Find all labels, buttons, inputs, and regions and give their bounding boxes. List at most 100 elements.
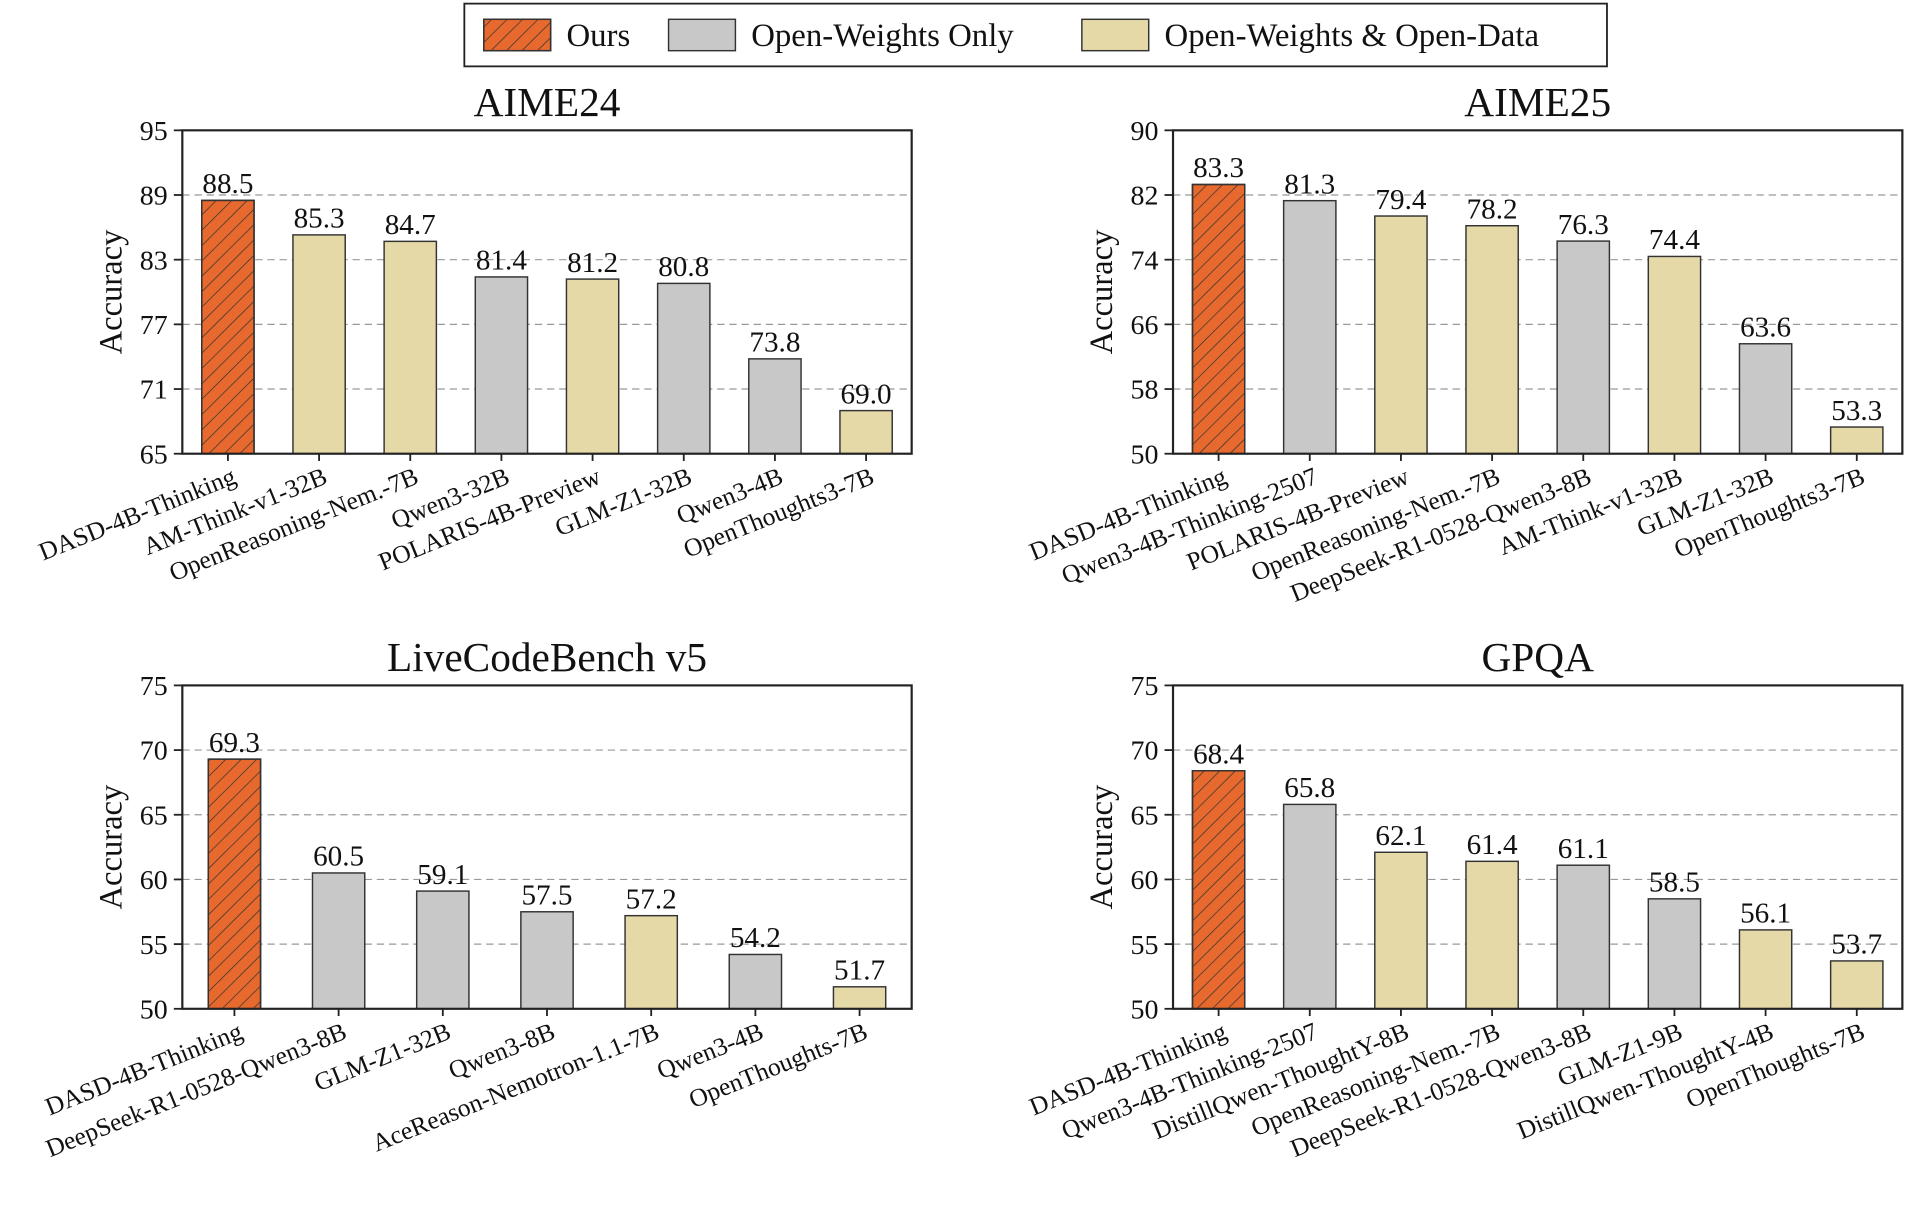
y-tick-label: 75 <box>140 671 168 702</box>
value-label: 83.3 <box>1193 152 1244 184</box>
value-label: 53.7 <box>1831 929 1882 961</box>
value-label: 69.0 <box>841 378 892 410</box>
bar <box>1738 929 1793 1010</box>
legend-box <box>463 2 1608 68</box>
y-tick-label: 66 <box>1130 310 1158 341</box>
legend-item: Open-Weights & Open-Data <box>1081 18 1540 54</box>
y-axis-label: Accuracy <box>1084 229 1120 354</box>
y-tick-label: 70 <box>140 736 168 767</box>
y-tick-label: 50 <box>140 995 168 1026</box>
bar <box>1374 215 1428 455</box>
value-label: 84.7 <box>385 209 436 241</box>
value-label: 81.2 <box>567 247 618 279</box>
y-tick-label: 74 <box>1130 245 1158 276</box>
value-label: 68.4 <box>1193 739 1244 771</box>
bar <box>474 276 529 455</box>
bar <box>1647 898 1702 1010</box>
y-tick-label: 77 <box>140 310 168 341</box>
value-label: 88.5 <box>202 168 253 200</box>
legend-label: Ours <box>566 18 630 54</box>
plot-frame <box>1171 129 1904 455</box>
bar <box>728 953 783 1010</box>
y-tick-label: 71 <box>140 375 168 406</box>
value-label: 85.3 <box>294 203 345 235</box>
bar-hatch <box>1191 183 1246 455</box>
legend-item: Open-Weights Only <box>667 18 1014 54</box>
chart-title: AIME25 <box>1464 79 1611 125</box>
legend-swatch <box>667 18 737 52</box>
value-label: 57.5 <box>521 880 572 912</box>
bar <box>1282 199 1337 455</box>
bar-hatch <box>207 758 262 1010</box>
bar <box>839 409 893 455</box>
plot-frame <box>181 129 913 455</box>
value-label: 60.5 <box>313 841 364 873</box>
y-tick-label: 65 <box>140 439 168 470</box>
bar <box>520 911 574 1010</box>
value-label: 59.1 <box>417 859 468 891</box>
y-tick-label: 58 <box>1130 375 1158 406</box>
bar <box>1465 860 1519 1010</box>
y-tick-label: 89 <box>140 181 168 212</box>
value-label: 62.1 <box>1375 820 1426 852</box>
y-tick-label: 83 <box>140 245 168 276</box>
bar <box>1738 343 1793 455</box>
bar <box>1374 851 1428 1010</box>
value-label: 79.4 <box>1375 184 1426 216</box>
bar <box>1829 960 1884 1010</box>
y-tick-label: 60 <box>140 865 168 896</box>
value-label: 61.4 <box>1467 829 1518 861</box>
bar <box>292 234 346 455</box>
y-axis-label: Accuracy <box>1084 784 1120 909</box>
y-tick-label: 65 <box>1130 801 1158 832</box>
y-tick-label: 70 <box>1130 736 1158 767</box>
value-label: 74.4 <box>1649 224 1700 256</box>
bar <box>656 282 711 455</box>
value-label: 51.7 <box>834 955 885 987</box>
bar <box>832 986 887 1010</box>
value-label: 81.4 <box>476 245 527 277</box>
y-tick-label: 50 <box>1130 995 1158 1026</box>
bar <box>565 278 620 455</box>
y-tick-label: 95 <box>140 116 168 147</box>
y-tick-label: 55 <box>1130 930 1158 961</box>
bar <box>748 358 802 455</box>
chart-title: LiveCodeBench v5 <box>387 634 707 680</box>
bar <box>1556 864 1611 1010</box>
bar-hatch <box>1191 770 1246 1010</box>
bar <box>1282 803 1337 1010</box>
legend-hatch <box>483 18 552 52</box>
value-label: 78.2 <box>1467 194 1518 226</box>
value-label: 56.1 <box>1740 898 1791 930</box>
bar <box>311 872 366 1010</box>
bar <box>1465 224 1519 455</box>
value-label: 81.3 <box>1284 169 1335 201</box>
bar-hatch <box>201 199 255 455</box>
plot-frame <box>181 684 913 1010</box>
y-axis-label: Accuracy <box>93 229 129 354</box>
y-tick-label: 75 <box>1130 671 1158 702</box>
bar <box>415 890 470 1010</box>
chart-title: AIME24 <box>474 79 621 125</box>
value-label: 69.3 <box>209 727 260 759</box>
value-label: 63.6 <box>1740 312 1791 344</box>
value-label: 73.8 <box>749 327 800 359</box>
legend-label: Open-Weights & Open-Data <box>1165 18 1540 54</box>
legend-label: Open-Weights Only <box>751 18 1014 54</box>
value-label: 54.2 <box>730 922 781 954</box>
legend-swatch <box>1081 18 1150 52</box>
bar <box>1647 255 1702 455</box>
chart-title: GPQA <box>1481 634 1594 680</box>
y-tick-label: 55 <box>140 930 168 961</box>
value-label: 53.3 <box>1831 395 1882 427</box>
bar <box>1829 426 1884 455</box>
y-tick-label: 65 <box>140 801 168 832</box>
y-tick-label: 82 <box>1130 181 1158 212</box>
y-tick-label: 50 <box>1130 439 1158 470</box>
bar <box>624 914 679 1010</box>
y-tick-label: 60 <box>1130 865 1158 896</box>
value-label: 80.8 <box>658 251 709 283</box>
bar <box>1556 240 1611 455</box>
y-tick-label: 90 <box>1130 116 1158 147</box>
